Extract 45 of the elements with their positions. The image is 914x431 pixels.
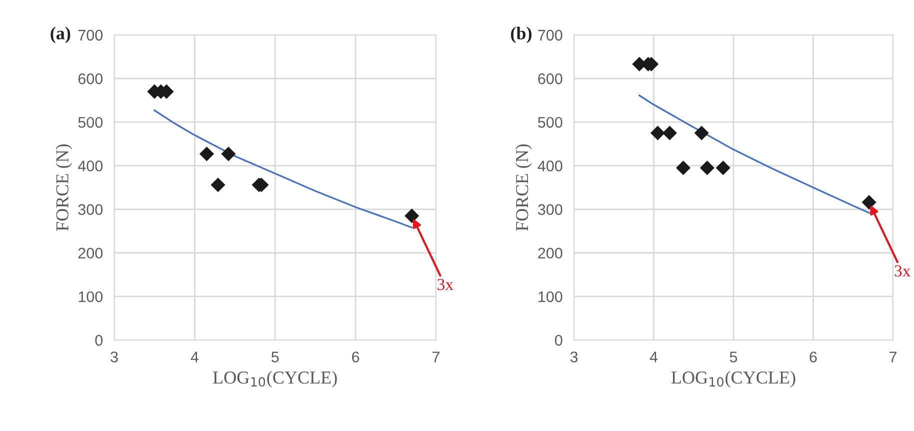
x-axis-title: LOG$_{10}$(CYCLE) (213, 370, 337, 388)
chart-title: (a) (50, 26, 70, 44)
y-tick-label: 700 (78, 30, 103, 41)
point (404, 208, 420, 224)
x-tick-label: 5 (730, 352, 738, 362)
y-tick-label: 200 (78, 248, 103, 259)
annotation: 3x (894, 265, 911, 277)
point (694, 126, 709, 140)
chart-title: (b) (510, 26, 532, 44)
x-tick-label: 6 (352, 352, 360, 362)
y-tick-label: 100 (78, 291, 103, 302)
point (221, 146, 236, 162)
y-tick-label: 200 (538, 248, 562, 259)
y-tick-label: 300 (538, 204, 562, 215)
y-tick-label: 700 (538, 30, 562, 41)
y-tick-label: 0 (95, 334, 103, 346)
point (716, 160, 730, 176)
x-tick-label: 3 (570, 352, 578, 362)
x-tick-label: 7 (432, 352, 440, 362)
y-tick-label: 500 (538, 116, 562, 128)
x-tick-label: 5 (271, 352, 279, 362)
y-tick-label: 0 (554, 334, 562, 346)
x-tick-label: 4 (650, 352, 658, 362)
y-axis-title: FORCE (N) (56, 144, 72, 231)
y-tick-label: 400 (538, 160, 562, 172)
y-tick-label: 600 (78, 73, 103, 84)
x-tick-label: 3 (110, 352, 118, 362)
point (199, 146, 214, 162)
x-tick-label: 4 (190, 352, 198, 362)
x-tick-label: 6 (810, 352, 817, 362)
y-tick-label: 600 (538, 73, 562, 84)
point (700, 160, 714, 176)
point (862, 195, 876, 210)
point (650, 126, 666, 140)
y-tick-label: 400 (78, 160, 103, 172)
y-axis-title: FORCE (N) (515, 144, 532, 231)
point (210, 178, 226, 192)
point (676, 160, 691, 176)
x-axis-title: LOG$_{10}$(CYCLE) (671, 370, 796, 388)
y-tick-label: 300 (78, 204, 103, 215)
y-tick-label: 500 (78, 116, 103, 128)
y-tick-label: 100 (538, 291, 562, 302)
x-tick-label: 7 (890, 352, 896, 362)
annotation: 3x (438, 278, 454, 290)
point (662, 126, 677, 140)
